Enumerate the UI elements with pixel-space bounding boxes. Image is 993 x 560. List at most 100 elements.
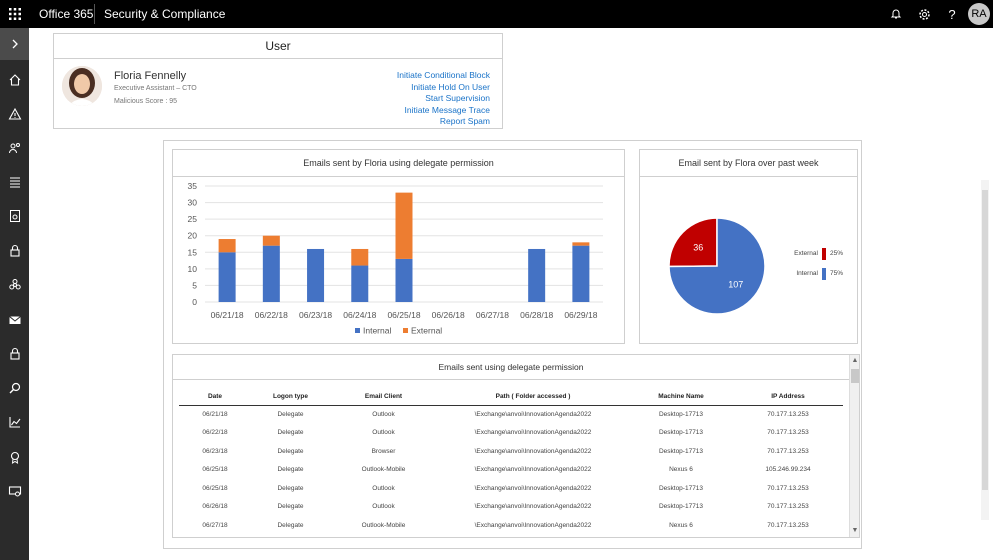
user-name: Floria Fennelly xyxy=(114,70,187,82)
bar-chart: 0 5 10 15 20 25 30 35 06/21/18 06/22/18 06/23/18 06… xyxy=(188,181,603,336)
y-tick-label: 35 xyxy=(188,181,198,191)
pie-chart-panel: Email sent by Flora over past week 36 107… xyxy=(639,149,858,344)
report-doc-icon[interactable] xyxy=(0,204,29,228)
y-tick-label: 20 xyxy=(188,231,198,241)
pie-chart-title: Email sent by Flora over past week xyxy=(640,150,857,177)
avatar[interactable]: RA xyxy=(968,3,990,25)
start-supervision-link[interactable]: Start Supervision xyxy=(425,93,490,103)
cell-date: 06/26/18 xyxy=(202,503,228,511)
table-scrollbar[interactable]: ▲ ▼ xyxy=(849,355,859,537)
scroll-up-icon[interactable]: ▲ xyxy=(851,357,859,364)
cell-ip-address: 70.177.13.253 xyxy=(767,521,809,529)
col-email-client: Email Client xyxy=(330,389,437,406)
people-icon[interactable] xyxy=(0,136,29,160)
cell-email-client: Outlook xyxy=(372,503,395,511)
lock-icon[interactable] xyxy=(0,239,29,263)
col-date: Date xyxy=(179,389,251,406)
pie-value-label: 107 xyxy=(728,280,743,290)
x-tick-label: 06/22/18 xyxy=(255,310,288,320)
cell-path: \Exchange\anvoi\InnovationAgenda2022 xyxy=(474,411,592,418)
x-tick-label: 06/28/18 xyxy=(520,310,553,320)
home-icon[interactable] xyxy=(0,68,29,92)
table-row[interactable]: 06/22/18 Delegate Outlook \Exchange\anvoi\I… xyxy=(179,424,843,443)
list-icon[interactable] xyxy=(0,170,29,194)
initiate-conditional-block-link[interactable]: Initiate Conditional Block xyxy=(396,70,490,80)
mail-icon[interactable] xyxy=(0,308,29,332)
lock-icon[interactable] xyxy=(0,342,29,366)
legend-label: Internal xyxy=(796,270,818,277)
user-actions: Initiate Conditional Block Initiate Hold… xyxy=(397,70,490,128)
cell-path: \Exchange\anvoi\InnovationAgenda2022 xyxy=(474,447,592,455)
table-row[interactable]: 06/26/18 Delegate Outlook \Exchange\anvoi\I… xyxy=(179,498,843,517)
cell-date: 06/21/18 xyxy=(202,411,228,418)
x-tick-label: 06/27/18 xyxy=(476,310,509,320)
table-row[interactable]: 06/27/18 Delegate Outlook-Mobile \Exchange\… xyxy=(179,516,843,535)
legend-swatch xyxy=(822,268,826,280)
col-ip-address: IP Address xyxy=(733,389,843,406)
cell-logon-type: Delegate xyxy=(277,466,304,474)
legend-label: External xyxy=(411,326,442,336)
cell-email-client: Outlook xyxy=(372,484,395,492)
legend-label: External xyxy=(794,250,818,257)
y-tick-label: 25 xyxy=(188,214,198,224)
scroll-down-icon[interactable]: ▼ xyxy=(851,527,859,534)
cell-logon-type: Delegate xyxy=(277,429,304,437)
bar-chart-panel: Emails sent by Floria using delegate per… xyxy=(172,149,625,344)
cell-ip-address: 70.177.13.253 xyxy=(767,411,809,418)
cell-logon-type: Delegate xyxy=(277,411,304,418)
help-icon[interactable]: ? xyxy=(948,6,956,22)
bar-internal xyxy=(262,245,280,302)
report-spam-link[interactable]: Report Spam xyxy=(439,116,490,126)
cell-ip-address: 70.177.13.253 xyxy=(767,447,809,455)
bar-internal xyxy=(307,248,325,302)
cell-path: \Exchange\anvoi\InnovationAgenda2022 xyxy=(474,484,592,492)
x-tick-label: 06/25/18 xyxy=(387,310,420,320)
table-row[interactable]: 06/23/18 Delegate Browser \Exchange\anvoi\I… xyxy=(179,442,843,461)
bell-icon[interactable] xyxy=(888,6,904,22)
folder-icon[interactable] xyxy=(0,479,29,503)
bar-chart-title: Emails sent by Floria using delegate per… xyxy=(173,150,624,177)
biohazard-icon[interactable] xyxy=(0,273,29,297)
legend-swatch xyxy=(403,328,408,333)
divider xyxy=(94,4,95,24)
alert-icon[interactable] xyxy=(0,102,29,126)
product-title[interactable]: Security & Compliance xyxy=(104,7,226,21)
bar-internal xyxy=(218,252,236,302)
x-tick-label: 06/26/18 xyxy=(432,310,465,320)
expand-nav-button[interactable] xyxy=(0,28,29,60)
cell-machine-name: Desktop-17713 xyxy=(658,411,704,418)
y-tick-label: 10 xyxy=(188,264,198,274)
cell-logon-type: Delegate xyxy=(277,447,304,455)
brand-link[interactable]: Office 365 xyxy=(39,7,94,21)
table-row[interactable]: 06/25/18 Delegate Outlook \Exchange\anvoi\I… xyxy=(179,479,843,498)
table-row[interactable]: 06/21/18 Delegate Outlook \Exchange\anvoi\I… xyxy=(179,405,843,424)
badge-icon[interactable] xyxy=(0,445,29,469)
legend-swatch xyxy=(822,248,826,260)
waffle-icon[interactable] xyxy=(0,0,29,28)
cell-logon-type: Delegate xyxy=(277,521,304,529)
cell-logon-type: Delegate xyxy=(277,484,304,492)
bar-external xyxy=(395,192,413,259)
pie-chart: 36 107 External 25% Internal 75% xyxy=(668,217,843,315)
bar-external xyxy=(572,242,590,246)
x-tick-label: 06/29/18 xyxy=(564,310,597,320)
table-header-row: Date Logon type Email Client Path ( Fold… xyxy=(179,389,843,406)
user-photo xyxy=(62,66,102,106)
pie-slice-external xyxy=(668,217,718,268)
scroll-thumb[interactable] xyxy=(851,369,859,383)
legend-percent: 75% xyxy=(830,270,843,277)
cell-email-client: Browser xyxy=(371,447,396,455)
gear-icon[interactable] xyxy=(916,6,932,22)
table-row[interactable]: 06/25/18 Delegate Outlook-Mobile \Exchange\… xyxy=(179,461,843,480)
col-logon-type: Logon type xyxy=(251,389,330,406)
search-icon[interactable] xyxy=(0,376,29,400)
page-scroll-thumb[interactable] xyxy=(982,190,988,490)
cell-path: \Exchange\anvoi\InnovationAgenda2022 xyxy=(474,521,592,529)
cell-machine-name: Desktop-17713 xyxy=(658,503,704,511)
initiate-message-trace-link[interactable]: Initiate Message Trace xyxy=(404,104,490,115)
page-scrollbar[interactable] xyxy=(981,180,989,520)
chart-icon[interactable] xyxy=(0,410,29,434)
cell-ip-address: 70.177.13.253 xyxy=(767,484,809,492)
initiate-hold-on-user-link[interactable]: Initiate Hold On User xyxy=(411,81,490,92)
cell-date: 06/25/18 xyxy=(202,484,228,492)
